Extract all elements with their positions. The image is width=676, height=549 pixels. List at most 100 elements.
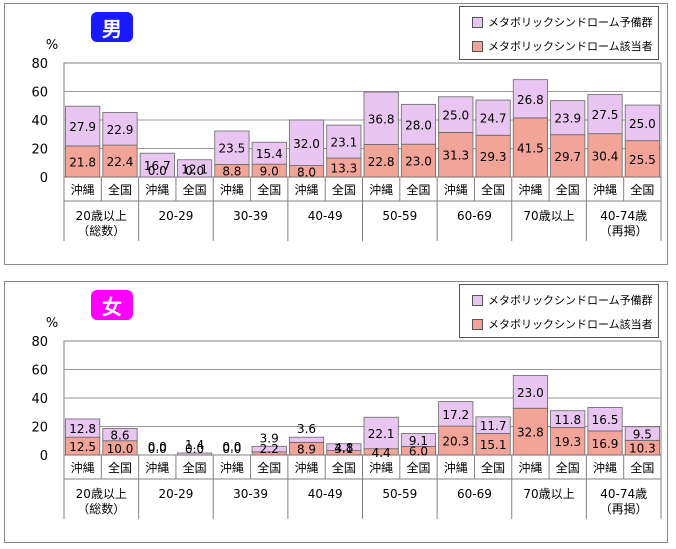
- bar-segment-preliminary: [102, 428, 138, 442]
- y-tick-label: 20: [31, 421, 48, 436]
- x-tick-label: 全国: [332, 460, 356, 475]
- data-label-applicable: 13.3: [330, 162, 357, 176]
- data-label-applicable: 0.0: [148, 442, 167, 456]
- bar-segment-preliminary: [326, 124, 362, 159]
- data-label-preliminary: 23.5: [219, 142, 246, 156]
- data-label-preliminary: 17.2: [442, 408, 469, 422]
- bar-segment-preliminary: [512, 79, 548, 119]
- category-label: 60-69: [457, 487, 492, 501]
- y-unit-label: %: [46, 316, 58, 331]
- male-badge: 男: [91, 12, 133, 42]
- legend-swatch: [472, 318, 483, 330]
- x-tick-label: 沖縄: [518, 182, 542, 197]
- x-tick-label: 全国: [556, 182, 580, 197]
- data-label-applicable: 3.1: [334, 442, 353, 456]
- legend-label: メタボリックシンドローム予備群: [488, 294, 653, 307]
- data-label-preliminary: 3.9: [260, 431, 279, 445]
- data-label-preliminary: 25.0: [442, 109, 469, 123]
- bar-segment-preliminary: [102, 112, 138, 146]
- x-tick-label: 沖縄: [369, 460, 393, 475]
- x-tick-label: 沖縄: [71, 182, 95, 197]
- x-tick-label: 沖縄: [444, 460, 468, 475]
- x-tick-label: 沖縄: [593, 182, 617, 197]
- bar-segment-preliminary: [550, 100, 586, 136]
- data-label-preliminary: 23.0: [517, 386, 544, 400]
- x-tick-label: 沖縄: [444, 182, 468, 197]
- bar-segment-applicable: [587, 133, 623, 178]
- bar-segment-preliminary: [251, 445, 287, 453]
- category-label: 50-59: [382, 487, 417, 501]
- category-label: 20-29: [159, 209, 194, 223]
- data-label-applicable: 10.3: [629, 442, 656, 456]
- bar-segment-applicable: [550, 427, 586, 456]
- bar-segment-preliminary: [475, 99, 511, 136]
- x-tick-label: 沖縄: [369, 182, 393, 197]
- category-label: （総数）: [77, 223, 125, 238]
- data-label-applicable: 12.5: [69, 440, 96, 454]
- data-label-preliminary: 27.9: [69, 120, 96, 134]
- data-label-applicable: 9.0: [260, 165, 279, 179]
- data-label-applicable: 15.1: [480, 438, 507, 452]
- data-label-preliminary: 15.4: [256, 147, 283, 161]
- x-tick-label: 全国: [630, 182, 654, 197]
- data-label-preliminary: 3.6: [297, 422, 316, 436]
- category-label: 30-39: [233, 209, 268, 223]
- y-tick-label: 60: [31, 364, 48, 379]
- data-label-applicable: 20.3: [442, 435, 469, 449]
- bar-segment-preliminary: [65, 418, 101, 438]
- category-label: 70歳以上: [523, 209, 574, 223]
- bar-segment-preliminary: [139, 152, 175, 178]
- data-label-applicable: 16.9: [592, 437, 619, 451]
- x-tick-label: 沖縄: [518, 460, 542, 475]
- female-legend: メタボリックシンドローム予備群 メタボリックシンドローム該当者: [459, 284, 659, 338]
- category-label: 20歳以上: [76, 487, 127, 501]
- category-label: （総数）: [77, 501, 125, 516]
- data-label-preliminary: 9.1: [409, 434, 428, 448]
- bar-segment-applicable: [512, 407, 548, 456]
- data-label-preliminary: 9.5: [633, 428, 652, 442]
- legend-label: メタボリックシンドローム予備群: [488, 16, 653, 29]
- female-badge: 女: [91, 290, 133, 320]
- data-label-applicable: 8.9: [297, 443, 316, 457]
- data-label-preliminary: 22.1: [368, 427, 395, 441]
- bar-segment-preliminary: [400, 103, 437, 145]
- x-tick-label: 全国: [108, 182, 132, 197]
- data-label-applicable: 8.8: [222, 165, 241, 179]
- data-label-applicable: 0.0: [148, 164, 167, 178]
- legend-label: メタボリックシンドローム該当者: [488, 40, 653, 53]
- bar-segment-preliminary: [438, 401, 474, 427]
- data-label-preliminary: 27.5: [592, 108, 619, 122]
- bar-segment-preliminary: [288, 119, 325, 166]
- category-label: 60-69: [457, 209, 492, 223]
- data-label-preliminary: 12.1: [181, 162, 208, 176]
- data-label-preliminary: 28.0: [405, 118, 432, 132]
- x-tick-label: 全国: [332, 182, 356, 197]
- data-label-applicable: 25.5: [629, 153, 656, 167]
- x-tick-label: 全国: [630, 460, 654, 475]
- bar-segment-preliminary: [587, 407, 623, 432]
- bar-segment-preliminary: [624, 104, 660, 142]
- category-label: 40-49: [308, 209, 343, 223]
- data-label-preliminary: 23.1: [330, 136, 357, 150]
- y-tick-label: 80: [31, 335, 48, 350]
- bar-segment-preliminary: [438, 96, 474, 133]
- data-label-applicable: 30.4: [592, 149, 619, 163]
- category-label: 20-29: [159, 487, 194, 501]
- bar-segment-applicable: [475, 134, 511, 178]
- data-label-preliminary: 8.6: [110, 429, 129, 443]
- data-label-applicable: 21.8: [69, 155, 96, 169]
- data-label-preliminary: 25.0: [629, 117, 656, 131]
- data-label-applicable: 0.0: [185, 442, 204, 456]
- data-label-preliminary: 0.0: [222, 440, 241, 454]
- category-label: 40-74歳: [600, 209, 647, 223]
- data-label-applicable: 23.0: [405, 155, 432, 169]
- data-label-preliminary: 32.0: [293, 137, 320, 151]
- data-label-applicable: 22.4: [107, 155, 134, 169]
- y-tick-label: 80: [31, 57, 48, 72]
- x-tick-label: 全国: [257, 182, 281, 197]
- bar-segment-preliminary: [251, 141, 287, 165]
- x-tick-label: 沖縄: [220, 182, 244, 197]
- data-label-preliminary: 36.8: [368, 112, 395, 126]
